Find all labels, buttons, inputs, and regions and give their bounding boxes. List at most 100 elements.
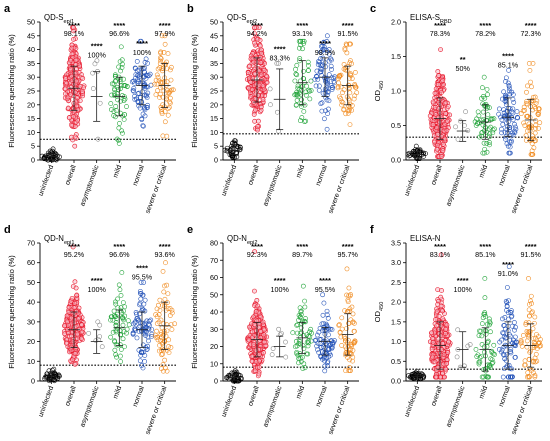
data-point	[505, 143, 511, 149]
category-label: overall	[64, 385, 78, 407]
data-point	[509, 109, 515, 115]
data-point	[143, 56, 149, 62]
y-tick-label: 2.0	[391, 298, 401, 307]
data-point	[249, 353, 255, 359]
data-point	[163, 61, 168, 67]
percent-label: 85.1%	[498, 60, 519, 69]
data-point	[71, 305, 77, 311]
data-point	[130, 330, 136, 336]
data-point	[472, 119, 478, 125]
data-point	[79, 322, 85, 328]
percent-label: 50%	[455, 64, 470, 73]
data-point	[443, 366, 449, 372]
data-point	[251, 341, 257, 347]
data-point	[340, 90, 345, 96]
data-point	[524, 114, 530, 120]
data-point	[160, 133, 166, 139]
y-tick-label: 30	[210, 73, 218, 82]
data-point	[351, 320, 357, 326]
data-point	[490, 127, 496, 133]
data-point	[326, 332, 331, 338]
data-point	[479, 130, 485, 136]
data-point	[135, 315, 140, 321]
y-tick-label: 0	[214, 377, 218, 386]
data-point	[257, 43, 263, 49]
data-point	[108, 317, 113, 323]
data-point	[118, 44, 124, 50]
data-point	[71, 25, 76, 30]
data-point	[301, 109, 307, 114]
data-point	[268, 102, 273, 108]
data-point	[138, 296, 144, 302]
data-point	[139, 328, 144, 333]
data-point	[339, 99, 345, 104]
data-point	[137, 358, 143, 364]
data-point	[163, 365, 168, 371]
data-point	[134, 335, 140, 341]
data-point	[431, 115, 437, 121]
percent-label: 98.1%	[64, 29, 85, 38]
category-label: asymptomatic	[445, 385, 467, 428]
data-point	[319, 349, 325, 355]
data-point	[69, 123, 75, 128]
data-point	[501, 113, 507, 119]
data-point	[138, 352, 144, 358]
data-point	[500, 351, 506, 357]
data-point	[434, 146, 440, 152]
data-point	[342, 308, 348, 314]
data-point	[486, 105, 492, 111]
y-axis-title: Fluorescence quenching ratio (%)	[190, 34, 199, 148]
data-point	[170, 87, 176, 93]
percent-label: 91.0%	[498, 269, 519, 278]
data-point	[445, 350, 451, 355]
data-point	[537, 120, 543, 126]
data-point	[117, 328, 123, 333]
data-point	[157, 297, 163, 303]
data-point	[527, 302, 532, 307]
y-axis-title-sub: 450	[379, 302, 385, 311]
data-point	[344, 326, 349, 331]
data-point	[336, 322, 342, 328]
data-point	[246, 337, 252, 343]
category-label: overall	[247, 164, 261, 186]
data-point	[488, 329, 493, 335]
data-point	[485, 338, 491, 344]
data-point	[446, 339, 452, 345]
data-point	[172, 321, 178, 327]
data-point	[529, 84, 534, 90]
data-point	[117, 79, 123, 85]
data-point	[159, 111, 165, 117]
data-point	[434, 308, 440, 314]
data-point	[526, 332, 532, 338]
y-tick-label: 1.5	[391, 317, 401, 326]
data-point	[70, 244, 76, 250]
data-point	[345, 110, 351, 116]
data-point	[482, 311, 488, 317]
data-point	[476, 361, 482, 367]
significance-label: ****	[91, 276, 103, 285]
data-point	[436, 73, 441, 79]
data-point	[323, 95, 329, 101]
data-point	[149, 331, 155, 337]
data-point	[116, 64, 122, 70]
data-point	[162, 283, 167, 289]
data-point	[248, 79, 254, 85]
data-point	[161, 49, 167, 55]
data-point	[417, 148, 423, 154]
data-point	[527, 125, 533, 130]
data-point	[479, 129, 485, 135]
data-point	[300, 76, 306, 81]
data-point	[461, 363, 467, 369]
panel-title-main: ELISA-N	[410, 234, 440, 243]
data-point	[298, 331, 303, 336]
data-point	[247, 63, 252, 69]
data-point	[64, 313, 70, 319]
data-point	[142, 106, 147, 111]
data-point	[300, 283, 306, 289]
significance-label: ****	[319, 39, 331, 48]
data-point	[535, 126, 541, 131]
y-tick-label: 2.5	[391, 278, 401, 287]
data-point	[320, 312, 326, 318]
data-point	[97, 334, 102, 339]
